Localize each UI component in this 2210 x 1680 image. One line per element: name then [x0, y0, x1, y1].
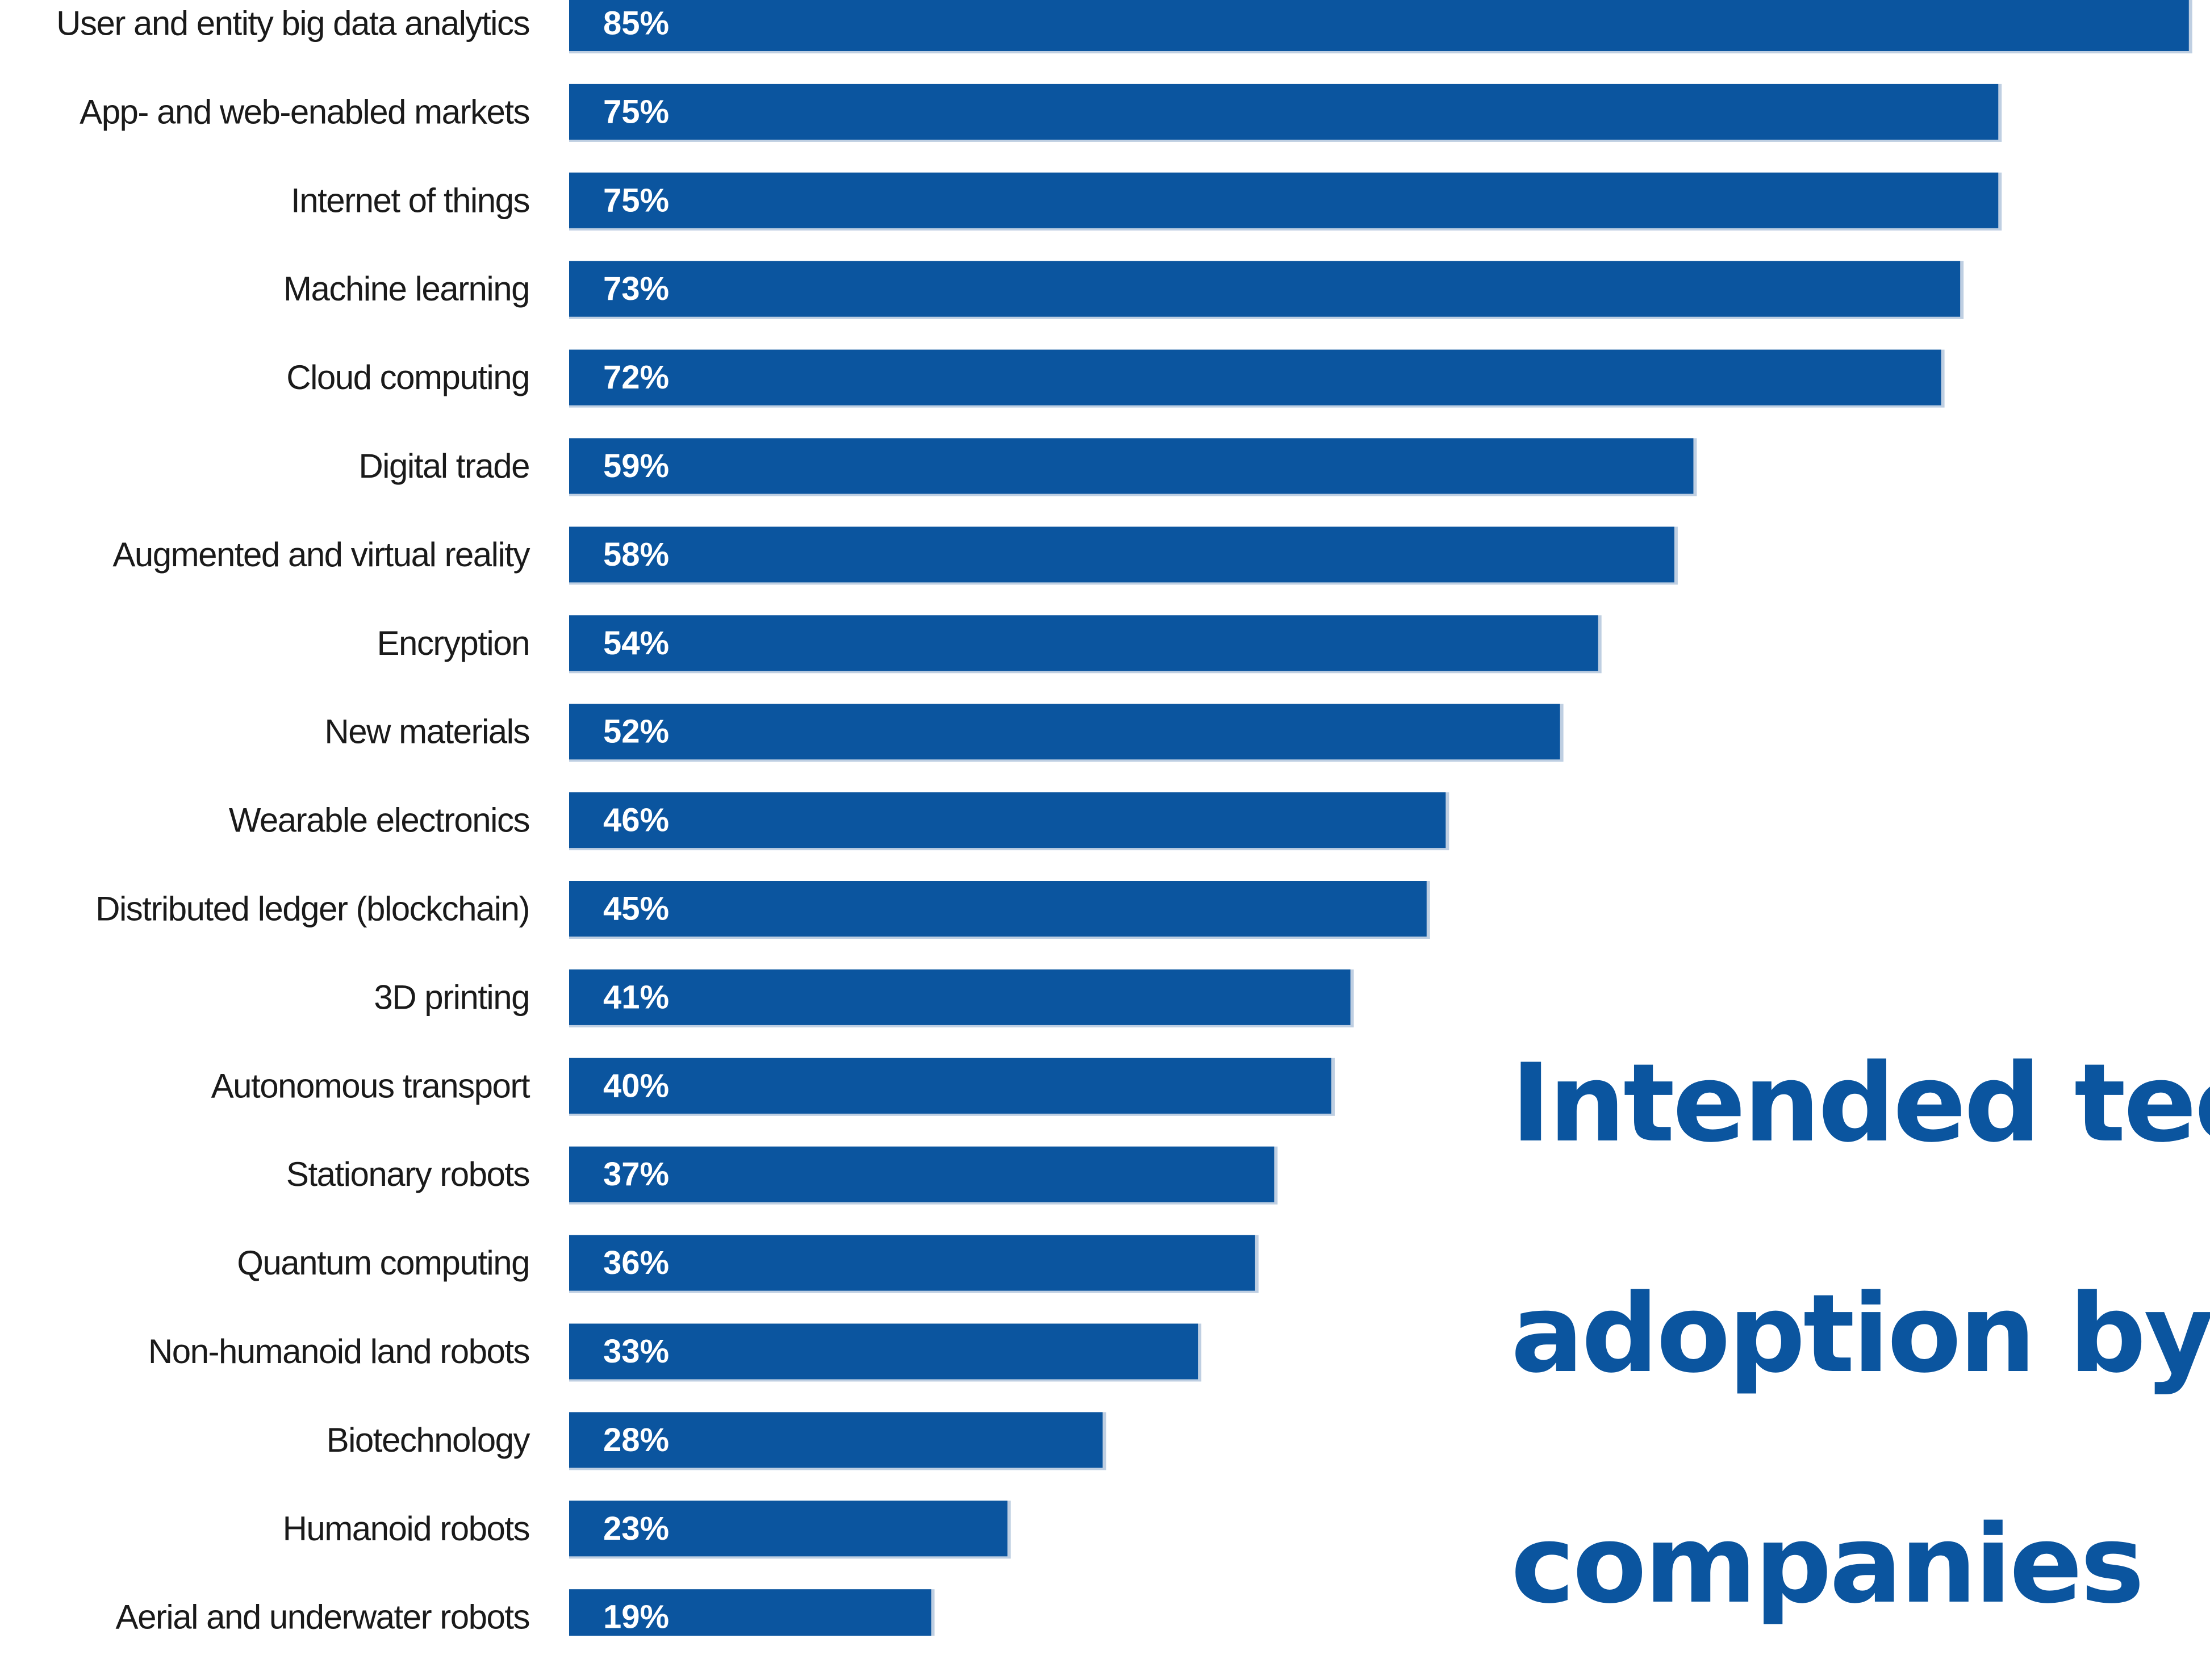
value-label: 85% [603, 5, 669, 42]
value-label: 59% [603, 448, 669, 484]
category-label: Aerial and underwater robots [116, 1598, 529, 1636]
category-label: App- and web-enabled markets [80, 93, 529, 131]
value-label: 46% [603, 802, 669, 839]
category-label: Digital trade [358, 447, 529, 485]
category-label: Stationary robots [286, 1155, 529, 1193]
value-label: 19% [603, 1599, 669, 1636]
bar [569, 83, 1999, 140]
bar [569, 1058, 1331, 1114]
chart-title: Intended tec adoption by companies [1511, 988, 2210, 1680]
category-label: Quantum computing [237, 1244, 529, 1282]
bar [569, 1235, 1255, 1291]
category-label: Augmented and virtual reality [112, 536, 530, 574]
value-label: 40% [603, 1067, 669, 1104]
category-label: Encryption [377, 624, 529, 662]
bar [569, 1589, 931, 1636]
bar [569, 615, 1598, 671]
category-label: Distributed ledger (blockchain) [95, 890, 529, 928]
category-label: 3D printing [374, 978, 529, 1016]
bar [569, 1146, 1275, 1202]
bar [569, 969, 1351, 1025]
bar [569, 792, 1446, 849]
value-label: 45% [603, 891, 669, 927]
category-label: Humanoid robots [283, 1510, 529, 1548]
value-label: 75% [603, 93, 669, 130]
bar [569, 349, 1941, 406]
value-label: 72% [603, 359, 669, 396]
bar [569, 1323, 1198, 1380]
category-label: User and entity big data analytics [56, 5, 529, 43]
bar [569, 704, 1560, 760]
value-labels-group: 85% 75% 75% 73% 72% 59% 58% 54% 52% 46% 45% 41% 40% 3… [603, 5, 669, 1636]
category-label: Biotechnology [327, 1421, 530, 1459]
value-label: 54% [603, 625, 669, 662]
category-label: Non-humanoid land robots [148, 1332, 529, 1370]
chart-title-line-2: adoption by [1511, 1271, 2210, 1397]
category-label: Internet of things [291, 181, 529, 219]
bar [569, 261, 1961, 317]
value-label: 58% [603, 536, 669, 573]
bar [569, 1412, 1103, 1468]
category-label: Machine learning [283, 270, 529, 308]
category-labels-group: User and entity big data analytics App- a… [56, 5, 531, 1636]
bar [569, 881, 1427, 937]
value-label: 33% [603, 1333, 669, 1370]
bar [569, 1501, 1008, 1557]
bar [569, 526, 1674, 583]
chart-title-line-3: companies [1511, 1502, 2145, 1627]
value-label: 75% [603, 182, 669, 219]
value-label: 52% [603, 713, 669, 750]
value-label: 37% [603, 1156, 669, 1193]
bar [569, 0, 2189, 51]
bars-group [569, 0, 2192, 1636]
bar-chart: User and entity big data analytics App- a… [56, 0, 2192, 1636]
value-label: 73% [603, 270, 669, 307]
chart-title-line-1: Intended tec [1511, 1040, 2210, 1166]
bar [569, 438, 1694, 494]
value-label: 36% [603, 1244, 669, 1281]
category-label: Wearable electronics [229, 801, 529, 839]
value-label: 28% [603, 1422, 669, 1458]
category-label: Cloud computing [286, 358, 529, 396]
category-label: New materials [324, 713, 529, 751]
value-label: 23% [603, 1510, 669, 1547]
bar [569, 172, 1999, 228]
value-label: 41% [603, 979, 669, 1015]
category-label: Autonomous transport [211, 1067, 530, 1105]
